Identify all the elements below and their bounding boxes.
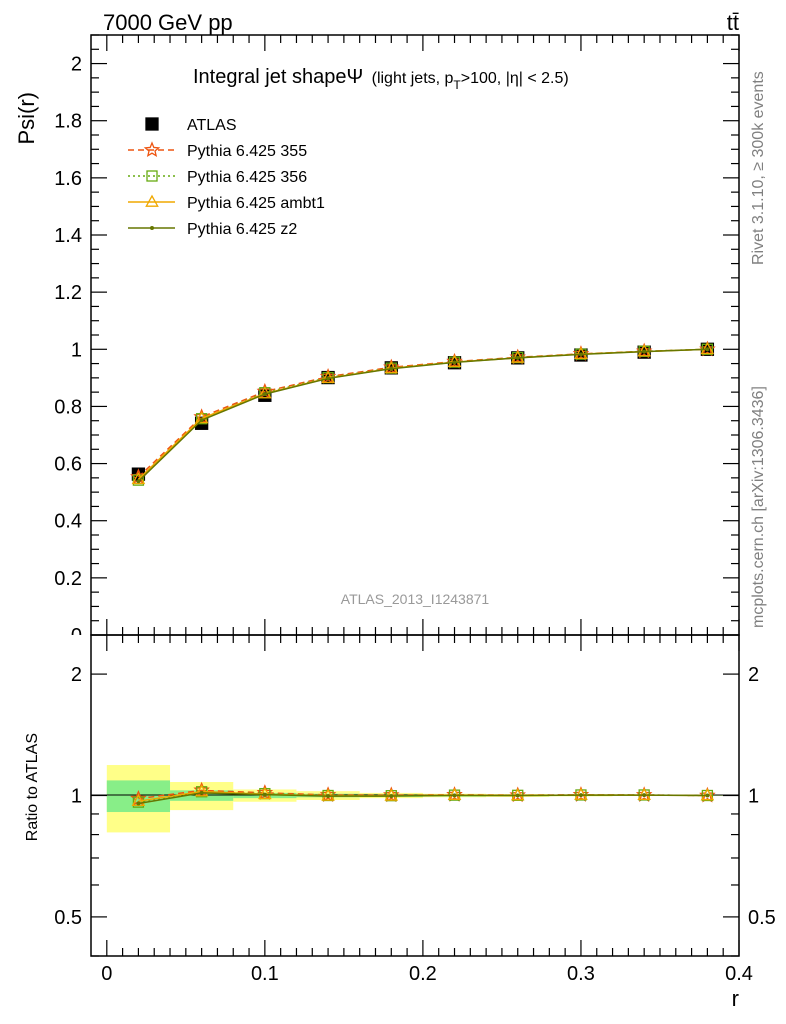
legend-pythia-356-marker xyxy=(146,170,158,182)
mcplots-label: mcplots.cern.ch [arXiv:1306.3436] xyxy=(750,386,767,628)
ratio-y-tick-label: 0.5 xyxy=(54,907,82,929)
pythia-z2-point xyxy=(642,349,647,354)
pythia-356-point xyxy=(132,474,145,486)
pythia-355-line xyxy=(137,348,708,478)
x-tick-label: 0.3 xyxy=(567,963,595,985)
pythia-ambt1-ratio-point xyxy=(384,788,399,801)
ratio-y-tick-label: 1 xyxy=(71,786,82,808)
ratio-series-layer xyxy=(130,781,716,808)
y-tick-label: 0.2 xyxy=(54,568,82,590)
axis-ticks xyxy=(91,34,740,957)
pythia-z2-point xyxy=(389,366,394,371)
legend-pythia-ambt1-label: Pythia 6.425 ambt1 xyxy=(187,195,325,212)
y-tick-label: 1.6 xyxy=(54,168,82,190)
x-tick-label: 0.2 xyxy=(409,963,437,985)
pythia-ambt1-point xyxy=(574,346,588,359)
pythia-z2-point xyxy=(452,360,457,365)
y-tick-label: 1 xyxy=(71,339,82,361)
axis-tick-labels: 0 0.1 0.2 0.3 0.4 0.2 0.4 0.6 0.8 1 1.2 1.4 1.6 1.8 2 0… xyxy=(54,54,776,985)
analysis-watermark: ATLAS_2013_I1243871 xyxy=(341,591,490,607)
pythia-z2-ratio-point xyxy=(452,793,457,798)
pythia-z2-point xyxy=(262,392,267,397)
pythia-ambt1-point xyxy=(700,341,715,355)
legend-pythia-ambt1-marker xyxy=(145,194,159,207)
pythia-z2-ratio-point xyxy=(515,793,520,798)
pythia-ambt1-point xyxy=(447,354,462,367)
legend-atlas-marker xyxy=(145,117,159,131)
pythia-ambt1-line xyxy=(137,348,708,480)
pythia-356-line xyxy=(137,348,708,481)
pythia-ambt1-ratio-point xyxy=(637,787,651,800)
y-tick-label: 0.4 xyxy=(54,511,82,533)
pythia-ambt1-ratio-point xyxy=(700,788,715,801)
chart-title: Integral jet shapeΨ (light jets, pT>100,… xyxy=(193,66,569,92)
pythia-z2-point xyxy=(578,352,583,357)
series-layer xyxy=(130,340,716,486)
pythia-ambt1-ratio-point xyxy=(258,786,272,800)
pythia-ambt1-ratio-point xyxy=(194,784,209,797)
pythia-z2-ratio-point xyxy=(389,794,394,799)
pythia-z2-point xyxy=(136,479,141,484)
pythia-ambt1-point xyxy=(637,344,651,357)
legend: ATLAS Pythia 6.425 355 Pythia 6.425 356 Pyt… xyxy=(128,117,325,238)
header-process: tt̄ xyxy=(727,10,739,35)
pythia-ambt1-ratio-point xyxy=(321,788,335,801)
pythia-z2-ratio-line xyxy=(138,792,708,805)
pythia-ambt1-ratio-point xyxy=(574,787,588,800)
pythia-z2-ratio-point xyxy=(136,801,141,806)
legend-pythia-355-label: Pythia 6.425 355 xyxy=(187,143,307,160)
ratio-y-tick-label-right: 0.5 xyxy=(748,907,776,929)
x-tick-label: 0.4 xyxy=(725,963,753,985)
pythia-z2-ratio-point xyxy=(705,793,710,798)
y-tick-label: 2 xyxy=(71,54,82,76)
y-tick-label: 1.2 xyxy=(54,282,82,304)
header-energy: 7000 GeV pp xyxy=(103,10,233,35)
x-tick-label: 0 xyxy=(101,963,112,985)
pythia-z2-ratio-point xyxy=(262,792,267,797)
y-tick-label: 1.8 xyxy=(54,111,82,133)
ratio-y-tick-label-right: 1 xyxy=(748,786,759,808)
legend-pythia-356-label: Pythia 6.425 356 xyxy=(187,169,307,186)
y-tick-label-zero: 0 xyxy=(71,625,82,647)
legend-pythia-z2-marker xyxy=(150,226,154,230)
y-tick-label: 0.6 xyxy=(54,454,82,476)
pythia-z2-ratio-point xyxy=(578,793,583,798)
pythia-ambt1-ratio-point xyxy=(510,788,525,801)
x-tick-label: 0.1 xyxy=(251,963,279,985)
pythia-ambt1-point xyxy=(194,411,209,424)
pythia-ambt1-ratio-point xyxy=(447,787,462,800)
y-tick-label: 1.4 xyxy=(54,225,82,247)
pythia-z2-ratio-point xyxy=(326,794,331,799)
rivet-label: Rivet 3.1.10, ≥ 300k events xyxy=(750,71,767,265)
legend-pythia-z2-label: Pythia 6.425 z2 xyxy=(187,221,297,238)
ratio-y-tick-label: 2 xyxy=(71,664,82,686)
x-axis-label: r xyxy=(732,986,739,1011)
y-axis-label: Psi(r) xyxy=(14,92,39,145)
legend-pythia-355-marker xyxy=(143,141,161,158)
ratio-y-axis-label: Ratio to ATLAS xyxy=(24,733,41,841)
pythia-z2-point xyxy=(705,347,710,352)
legend-atlas-label: ATLAS xyxy=(187,117,237,134)
ratio-y-tick-label-right: 2 xyxy=(748,664,759,686)
y-tick-label: 0.8 xyxy=(54,396,82,418)
pythia-z2-ratio-point xyxy=(642,793,647,798)
pythia-z2-line xyxy=(137,348,708,482)
pythia-ambt1-point xyxy=(384,361,399,374)
pythia-z2-ratio-point xyxy=(199,790,204,795)
pythia-z2-point xyxy=(326,376,331,381)
pythia-z2-point xyxy=(515,355,520,360)
pythia-z2-point xyxy=(199,418,204,423)
